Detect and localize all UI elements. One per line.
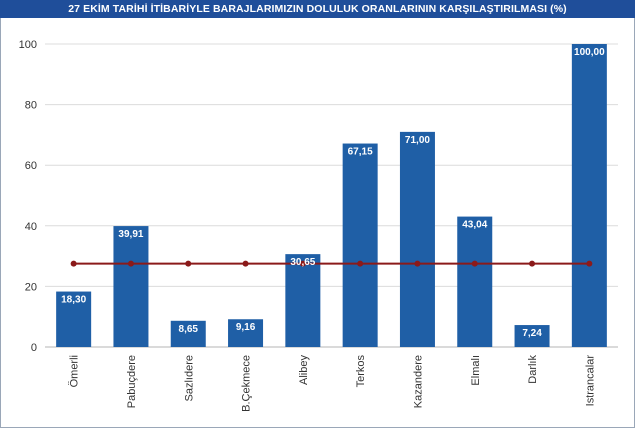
bar-6	[342, 143, 378, 347]
data-label-3: 8,65	[179, 324, 199, 335]
average-marker-10	[586, 260, 593, 267]
average-marker-5	[299, 260, 306, 267]
y-tick-label-20: 20	[25, 281, 37, 293]
category-label-3: Sazlıdere	[183, 355, 195, 401]
average-marker-3	[185, 260, 192, 267]
data-label-4: 9,16	[236, 322, 256, 333]
bar-4	[228, 319, 264, 347]
average-marker-8	[471, 260, 478, 267]
category-label-1: Ömerli	[69, 355, 81, 387]
y-tick-label-80: 80	[25, 100, 37, 112]
average-marker-6	[357, 260, 364, 267]
y-tick-label-60: 60	[25, 160, 37, 172]
y-tick-label-100: 100	[19, 39, 37, 51]
average-marker-1	[70, 260, 77, 267]
average-marker-2	[127, 260, 134, 267]
bar-8	[457, 216, 493, 347]
average-marker-4	[242, 260, 249, 267]
y-tick-label-40: 40	[25, 221, 37, 233]
bar-3	[170, 320, 206, 347]
data-label-6: 67,15	[348, 147, 373, 158]
bar-10	[571, 44, 607, 347]
data-label-8: 43,04	[462, 220, 487, 231]
category-label-4: B.Çekmece	[241, 355, 253, 412]
y-tick-label-0: 0	[31, 342, 37, 354]
title-bar	[0, 0, 635, 18]
category-label-2: Pabuçdere	[126, 355, 138, 408]
average-marker-9	[529, 260, 536, 267]
category-label-5: Alibey	[298, 355, 310, 385]
data-label-1: 18,30	[61, 295, 86, 306]
category-label-7: Kazandere	[412, 355, 424, 408]
bar-7	[399, 131, 435, 347]
bar-1	[56, 291, 92, 347]
category-label-10: Istrancalar	[584, 355, 596, 407]
chart-title: 27 EKİM TARİHİ İTİBARİYLE BARAJLARIMIZIN…	[68, 3, 567, 15]
category-label-8: Elmalı	[470, 355, 482, 386]
category-label-6: Terkos	[355, 355, 367, 388]
bar-5	[285, 254, 321, 347]
bar-9	[514, 325, 550, 347]
average-marker-7	[414, 260, 421, 267]
data-label-10: 100,00	[574, 47, 605, 58]
data-label-2: 39,91	[118, 229, 143, 240]
data-label-7: 71,00	[405, 135, 430, 146]
data-label-9: 7,24	[522, 328, 542, 339]
bar-2	[113, 226, 149, 347]
category-label-9: Darlık	[527, 355, 539, 384]
data-label-5: 30,65	[290, 257, 315, 268]
